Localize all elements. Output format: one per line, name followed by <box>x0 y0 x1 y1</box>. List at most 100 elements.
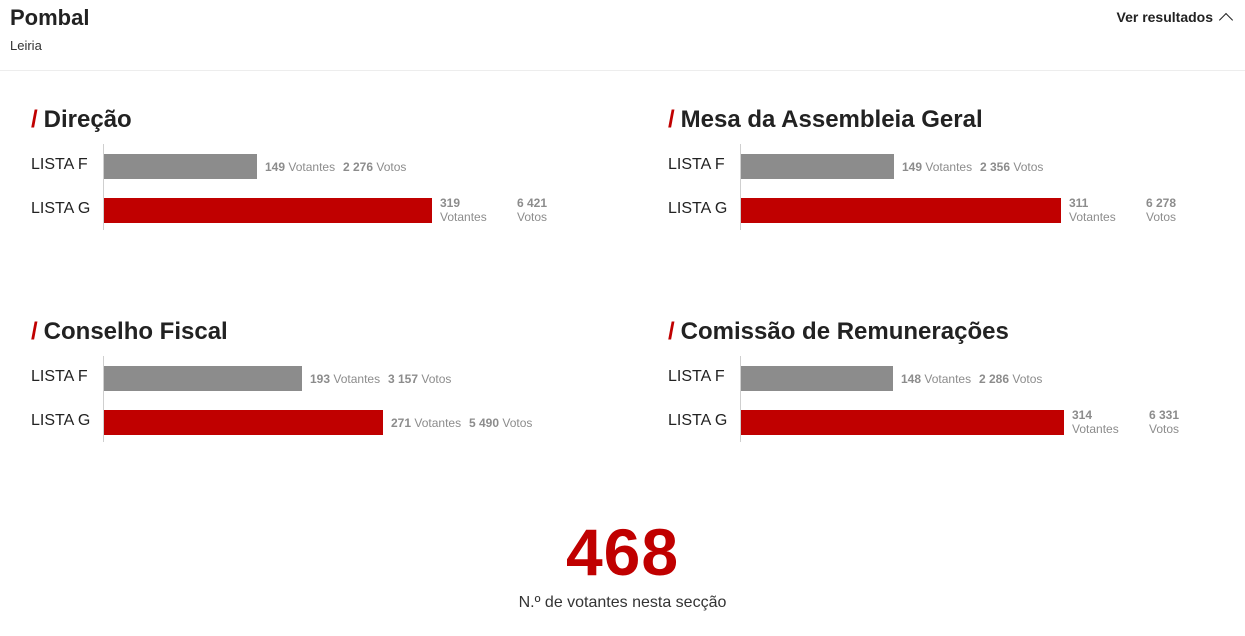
chart-axis-line <box>103 356 104 442</box>
chart-axis-line <box>740 356 741 442</box>
category-label: LISTA G <box>668 200 728 217</box>
title-slash: / <box>668 318 675 345</box>
bar-row-lista-g: LISTA G 319 Votantes 6 421 Votos <box>31 196 591 224</box>
votos-unit: Votos <box>376 160 407 174</box>
votos-data-label: 2 286 Votos <box>979 372 1042 386</box>
votantes-data-label: 149 Votantes <box>902 160 972 174</box>
chart-title-text: Comissão de Remunerações <box>680 318 1009 345</box>
chart-title: / Comissão de Remunerações <box>668 318 1009 346</box>
chart-title: / Conselho Fiscal <box>31 318 228 346</box>
votos-unit: Votos <box>1012 372 1043 386</box>
title-slash: / <box>668 106 675 133</box>
votos-unit: Votos <box>1013 160 1044 174</box>
chart-panel-direcao: / Direção LISTA F 149 Votantes 2 276 Votos LI… <box>31 106 591 266</box>
votos-data-label: 5 490 Votos <box>469 416 532 430</box>
chart-title: / Direção <box>31 106 132 134</box>
votantes-data-label: 314 Votantes <box>1072 408 1119 436</box>
votantes-unit: Votantes <box>1069 210 1116 224</box>
chart-title-text: Direção <box>43 106 132 133</box>
results-header: Pombal Leiria Ver resultados <box>0 0 1245 71</box>
votantes-data-label: 311 Votantes <box>1069 196 1116 224</box>
category-label: LISTA F <box>31 156 88 173</box>
bar-row-lista-f: LISTA F 193 Votantes 3 157 Votos <box>31 366 591 392</box>
bar-lista-g <box>741 410 1064 435</box>
bar-lista-f <box>104 154 257 179</box>
chevron-up-icon <box>1218 12 1234 28</box>
chart-panel-comissao-de-remuneracoes: / Comissão de Remunerações LISTA F 148 Vota… <box>668 318 1228 478</box>
place-title: Pombal <box>10 5 90 30</box>
category-label: LISTA F <box>668 368 725 385</box>
chart-axis-line <box>740 144 741 230</box>
category-label: LISTA F <box>668 156 725 173</box>
votos-unit: Votos <box>421 372 452 386</box>
bar-row-lista-f: LISTA F 149 Votantes 2 356 Votos <box>668 154 1228 180</box>
title-slash: / <box>31 318 38 345</box>
votantes-value: 314 <box>1072 408 1093 422</box>
votos-unit: Votos <box>517 210 548 224</box>
bar-lista-g <box>104 198 432 223</box>
votos-value: 2 276 <box>343 160 374 174</box>
votos-data-label: 6 421 Votos <box>517 196 547 224</box>
votantes-unit: Votantes <box>440 210 487 224</box>
bar-lista-f <box>741 154 894 179</box>
bar-row-lista-g: LISTA G 311 Votantes 6 278 Votos <box>668 196 1228 224</box>
chart-axis-line <box>103 144 104 230</box>
votantes-value: 319 <box>440 196 461 210</box>
total-voters-number: 468 <box>565 515 680 589</box>
votos-unit: Votos <box>1146 210 1177 224</box>
votantes-unit: Votantes <box>288 160 336 174</box>
votos-value: 6 421 <box>517 196 548 210</box>
votantes-value: 271 <box>391 416 412 430</box>
category-label: LISTA G <box>31 412 91 429</box>
votos-unit: Votos <box>502 416 533 430</box>
votantes-unit: Votantes <box>1072 422 1119 436</box>
chart-title: / Mesa da Assembleia Geral <box>668 106 983 134</box>
votos-value: 5 490 <box>469 416 500 430</box>
votantes-value: 149 <box>902 160 923 174</box>
votantes-unit: Votantes <box>924 372 972 386</box>
votantes-value: 148 <box>901 372 922 386</box>
chart-title-text: Mesa da Assembleia Geral <box>680 106 983 133</box>
votos-data-label: 6 331 Votos <box>1149 408 1179 436</box>
votantes-value: 311 <box>1069 196 1089 210</box>
total-voters-caption: N.º de votantes nesta secção <box>518 594 727 611</box>
bar-row-lista-f: LISTA F 149 Votantes 2 276 Votos <box>31 154 591 180</box>
category-label: LISTA G <box>31 200 91 217</box>
bar-lista-f <box>104 366 302 391</box>
category-label: LISTA F <box>31 368 88 385</box>
votos-data-label: 3 157 Votos <box>388 372 451 386</box>
bar-lista-f <box>741 366 893 391</box>
chart-title-text: Conselho Fiscal <box>43 318 228 345</box>
votantes-data-label: 149 Votantes <box>265 160 335 174</box>
votantes-value: 149 <box>265 160 286 174</box>
voters-summary: 468 N.º de votantes nesta secção <box>0 514 1245 612</box>
chart-panel-conselho-fiscal: / Conselho Fiscal LISTA F 193 Votantes 3 157… <box>31 318 591 478</box>
votos-value: 3 157 <box>388 372 419 386</box>
votantes-unit: Votantes <box>925 160 973 174</box>
bar-row-lista-f: LISTA F 148 Votantes 2 286 Votos <box>668 366 1228 392</box>
votos-value: 2 356 <box>980 160 1011 174</box>
bar-row-lista-g: LISTA G 314 Votantes 6 331 Votos <box>668 408 1228 436</box>
votantes-value: 193 <box>310 372 331 386</box>
votos-value: 2 286 <box>979 372 1010 386</box>
votos-data-label: 2 276 Votos <box>343 160 406 174</box>
votantes-unit: Votantes <box>333 372 381 386</box>
title-slash: / <box>31 106 38 133</box>
bar-row-lista-g: LISTA G 271 Votantes 5 490 Votos <box>31 410 591 436</box>
bar-lista-g <box>104 410 383 435</box>
votos-data-label: 6 278 Votos <box>1146 196 1176 224</box>
votos-data-label: 2 356 Votos <box>980 160 1043 174</box>
votantes-data-label: 271 Votantes <box>391 416 461 430</box>
votantes-data-label: 319 Votantes <box>440 196 487 224</box>
votos-value: 6 278 <box>1146 196 1177 210</box>
votos-value: 6 331 <box>1149 408 1180 422</box>
view-results-toggle[interactable]: Ver resultados <box>1116 7 1234 28</box>
category-label: LISTA G <box>668 412 728 429</box>
votantes-data-label: 148 Votantes <box>901 372 971 386</box>
view-results-label: Ver resultados <box>1116 9 1214 25</box>
votos-unit: Votos <box>1149 422 1180 436</box>
chart-panel-mesa-da-assembleia-geral: / Mesa da Assembleia Geral LISTA F 149 Vota… <box>668 106 1228 266</box>
bar-lista-g <box>741 198 1061 223</box>
votantes-data-label: 193 Votantes <box>310 372 380 386</box>
place-district: Leiria <box>10 38 42 53</box>
